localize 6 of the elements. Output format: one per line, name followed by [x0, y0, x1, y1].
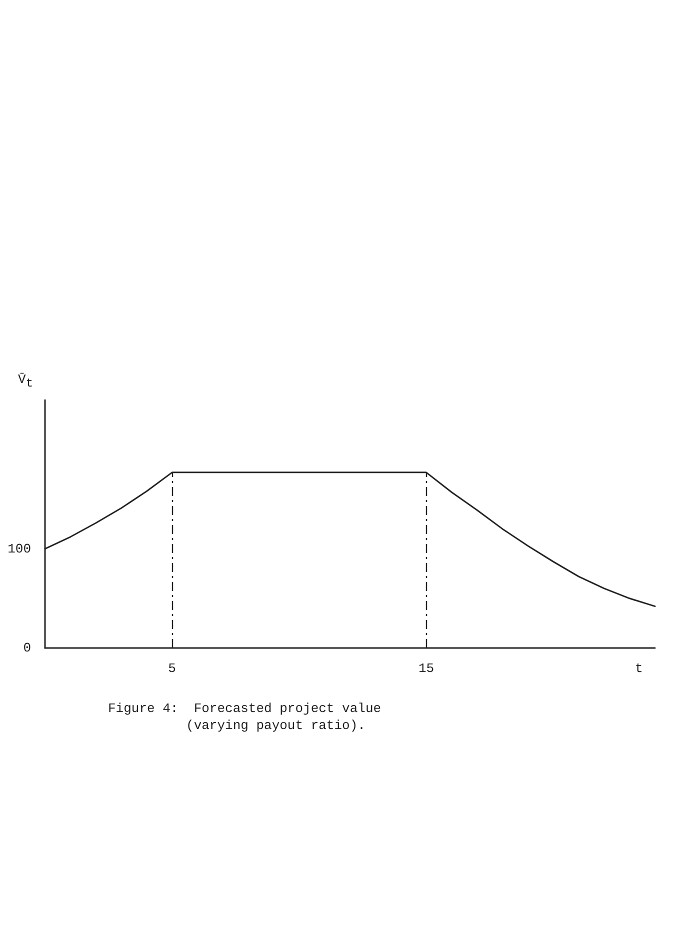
x-tick-label: 5 — [168, 661, 176, 676]
y-tick-label: 0 — [23, 640, 31, 656]
x-tick-label: 15 — [418, 661, 434, 676]
caption: Figure 4: Forecasted project value (varying payout ratio). — [108, 701, 382, 733]
x-axis-title: t — [635, 661, 643, 676]
y-tick-label: 100 — [8, 541, 31, 556]
